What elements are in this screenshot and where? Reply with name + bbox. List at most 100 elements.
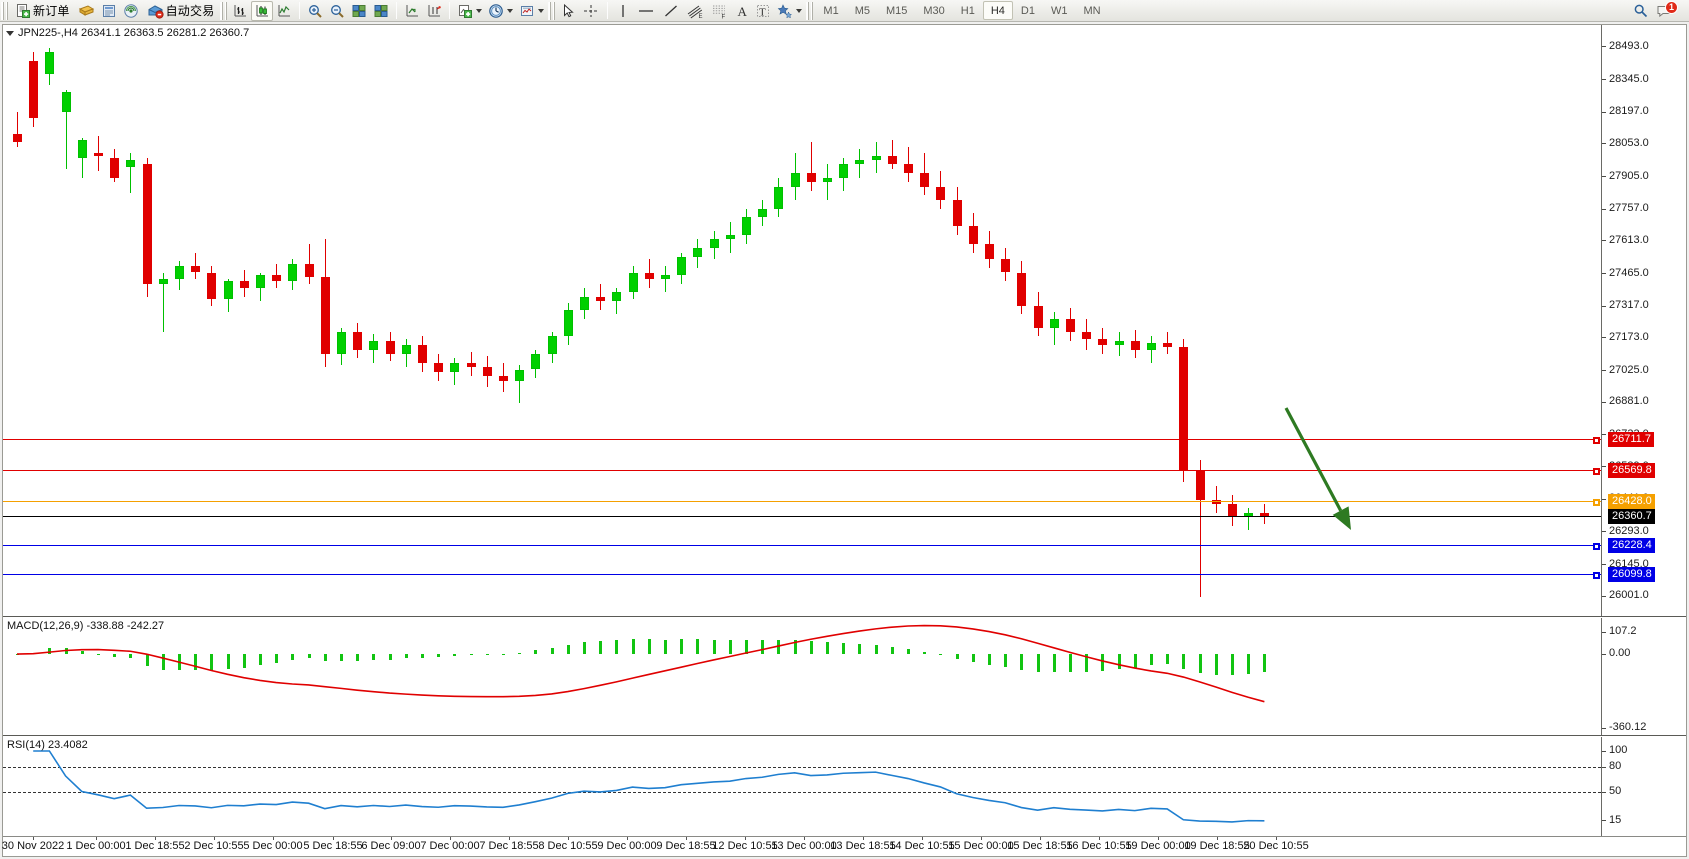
tile-windows-button[interactable] — [348, 1, 370, 21]
zoom-out-button[interactable] — [326, 1, 348, 21]
candle-body — [547, 336, 557, 355]
candle-wick — [810, 142, 812, 191]
price-level-handle[interactable] — [1593, 436, 1600, 444]
candle-body — [1001, 259, 1011, 273]
shapes-button[interactable] — [774, 1, 805, 21]
price-axis[interactable]: 28493.0 28345.0 28197.0 28053.0 27905.0 27757… — [1601, 25, 1686, 616]
candlestick-chart-button[interactable] — [251, 0, 274, 21]
trendline-button[interactable] — [659, 1, 683, 21]
toolbar-grip-2[interactable] — [220, 1, 228, 20]
macd-histogram-bar — [1166, 654, 1170, 664]
signal-button[interactable] — [120, 1, 142, 21]
candle-wick — [1199, 459, 1201, 597]
search-button[interactable] — [1629, 1, 1653, 21]
data-window-button[interactable] — [401, 1, 423, 21]
macd-histogram-bar — [210, 654, 214, 671]
price-plot-area[interactable] — [3, 25, 1601, 616]
horizontal-line-button[interactable] — [633, 1, 659, 21]
timeframe-m5[interactable]: M5 — [854, 4, 870, 17]
timeframe-m1[interactable]: M1 — [823, 4, 839, 17]
price-level-label[interactable]: 26228.4 — [1608, 538, 1655, 554]
candle-body — [1163, 343, 1173, 348]
zoom-in-button[interactable] — [304, 1, 326, 21]
bar-chart-button[interactable] — [229, 1, 251, 21]
crosshair-button[interactable] — [579, 1, 603, 21]
timeframe-h1[interactable]: H1 — [960, 4, 975, 17]
price-level-line[interactable] — [3, 438, 1601, 440]
toolbar-grip-4[interactable] — [806, 1, 814, 20]
templates-button[interactable] — [516, 1, 547, 21]
candle-body — [823, 177, 832, 183]
price-level-handle[interactable] — [1593, 543, 1600, 551]
chart-window[interactable]: JPN225-,H4 26341.1 26363.5 26281.2 26360… — [2, 24, 1687, 857]
equidistant-channel-button[interactable]: E — [683, 1, 707, 21]
chat-button[interactable]: 1 — [1653, 0, 1678, 21]
macd-plot-area[interactable] — [3, 618, 1601, 735]
price-level-handle[interactable] — [1593, 571, 1600, 579]
wallet-button[interactable] — [75, 1, 98, 21]
macd-pane[interactable]: MACD(12,26,9) -338.88 -242.27 107.2 0.00-… — [3, 618, 1686, 736]
price-level-handle[interactable] — [1593, 499, 1600, 507]
price-level-line[interactable] — [3, 573, 1601, 575]
timeframe-w1[interactable]: W1 — [1050, 4, 1068, 17]
macd-histogram-bar — [48, 647, 52, 654]
rsi-plot-area[interactable] — [3, 737, 1601, 845]
rsi-axis[interactable]: 100 80 50 15 — [1601, 737, 1686, 845]
fibonacci-icon: F — [710, 3, 728, 19]
time-tick-label: 7 Dec 18:55 — [479, 840, 539, 852]
rsi-pane[interactable]: RSI(14) 23.4082 100 80 50 15 — [3, 737, 1686, 845]
add-indicator-button[interactable] — [454, 1, 485, 21]
chevron-down-icon[interactable] — [796, 8, 803, 13]
macd-histogram-bar — [1069, 654, 1072, 673]
chevron-down-icon[interactable] — [6, 30, 14, 36]
chevron-down-icon[interactable] — [476, 8, 483, 13]
timeframe-d1[interactable]: D1 — [1020, 4, 1035, 17]
time-axis[interactable]: 30 Nov 2022 1 Dec 00:00 1 Dec 18:55 2 Dec 1… — [2, 836, 1686, 856]
text-button[interactable]: A — [731, 1, 752, 21]
macd-histogram-bar — [664, 639, 667, 654]
macd-axis[interactable]: 107.2 0.00 -360.12 — [1601, 618, 1686, 735]
price-pane[interactable]: JPN225-,H4 26341.1 26363.5 26281.2 26360… — [3, 25, 1686, 617]
time-tick-mark — [745, 837, 746, 840]
candle-body — [968, 226, 978, 244]
svg-text:T: T — [759, 6, 766, 18]
fibonacci-button[interactable]: F — [707, 1, 731, 21]
auto-trading-button[interactable]: 自动交易 — [142, 1, 220, 21]
macd-histogram-bar — [97, 653, 100, 655]
timeframe-m15[interactable]: M15 — [885, 4, 908, 17]
text-label-button[interactable]: T — [752, 1, 774, 21]
price-level-label[interactable]: 26360.7 — [1608, 509, 1655, 525]
candle-body — [1098, 338, 1108, 346]
vertical-line-button[interactable] — [612, 1, 633, 21]
price-level-label[interactable]: 26711.7 — [1608, 431, 1654, 447]
candle-body — [774, 186, 784, 209]
chevron-down-icon[interactable] — [507, 8, 514, 13]
timeframe-period-button[interactable] — [485, 1, 516, 21]
timeframe-h4[interactable]: H4 — [982, 1, 1013, 20]
line-chart-button[interactable] — [273, 1, 295, 21]
price-level-line[interactable] — [3, 469, 1601, 471]
terminal-button[interactable] — [98, 1, 120, 21]
price-level-handle[interactable] — [1593, 467, 1600, 475]
price-level-line[interactable] — [3, 501, 1601, 503]
new-order-button[interactable]: 新订单 — [10, 1, 75, 21]
cursor-button[interactable] — [557, 1, 579, 21]
candle-wick — [454, 358, 456, 385]
macd-histogram-bar — [1263, 654, 1267, 672]
price-level-label[interactable]: 26569.8 — [1608, 462, 1655, 478]
candle-body — [256, 274, 265, 288]
chart-title[interactable]: JPN225-,H4 26341.1 26363.5 26281.2 26360… — [6, 27, 249, 39]
toolbar-grip-3[interactable] — [548, 1, 556, 20]
price-level-label[interactable]: 26099.8 — [1608, 566, 1655, 582]
tile-windows-2-button[interactable] — [370, 1, 392, 21]
timeframe-m30[interactable]: M30 — [923, 4, 945, 17]
timeframe-mn[interactable]: MN — [1083, 4, 1101, 17]
chevron-down-icon[interactable] — [538, 8, 545, 13]
price-level-line[interactable] — [3, 545, 1601, 547]
toolbar-grip-1[interactable] — [1, 1, 8, 20]
price-level-label[interactable]: 26428.0 — [1608, 494, 1655, 510]
rsi-level-line — [3, 767, 1601, 769]
price-level-line[interactable] — [3, 516, 1601, 518]
candle-body — [466, 362, 476, 368]
indicators-button[interactable] — [423, 1, 445, 21]
